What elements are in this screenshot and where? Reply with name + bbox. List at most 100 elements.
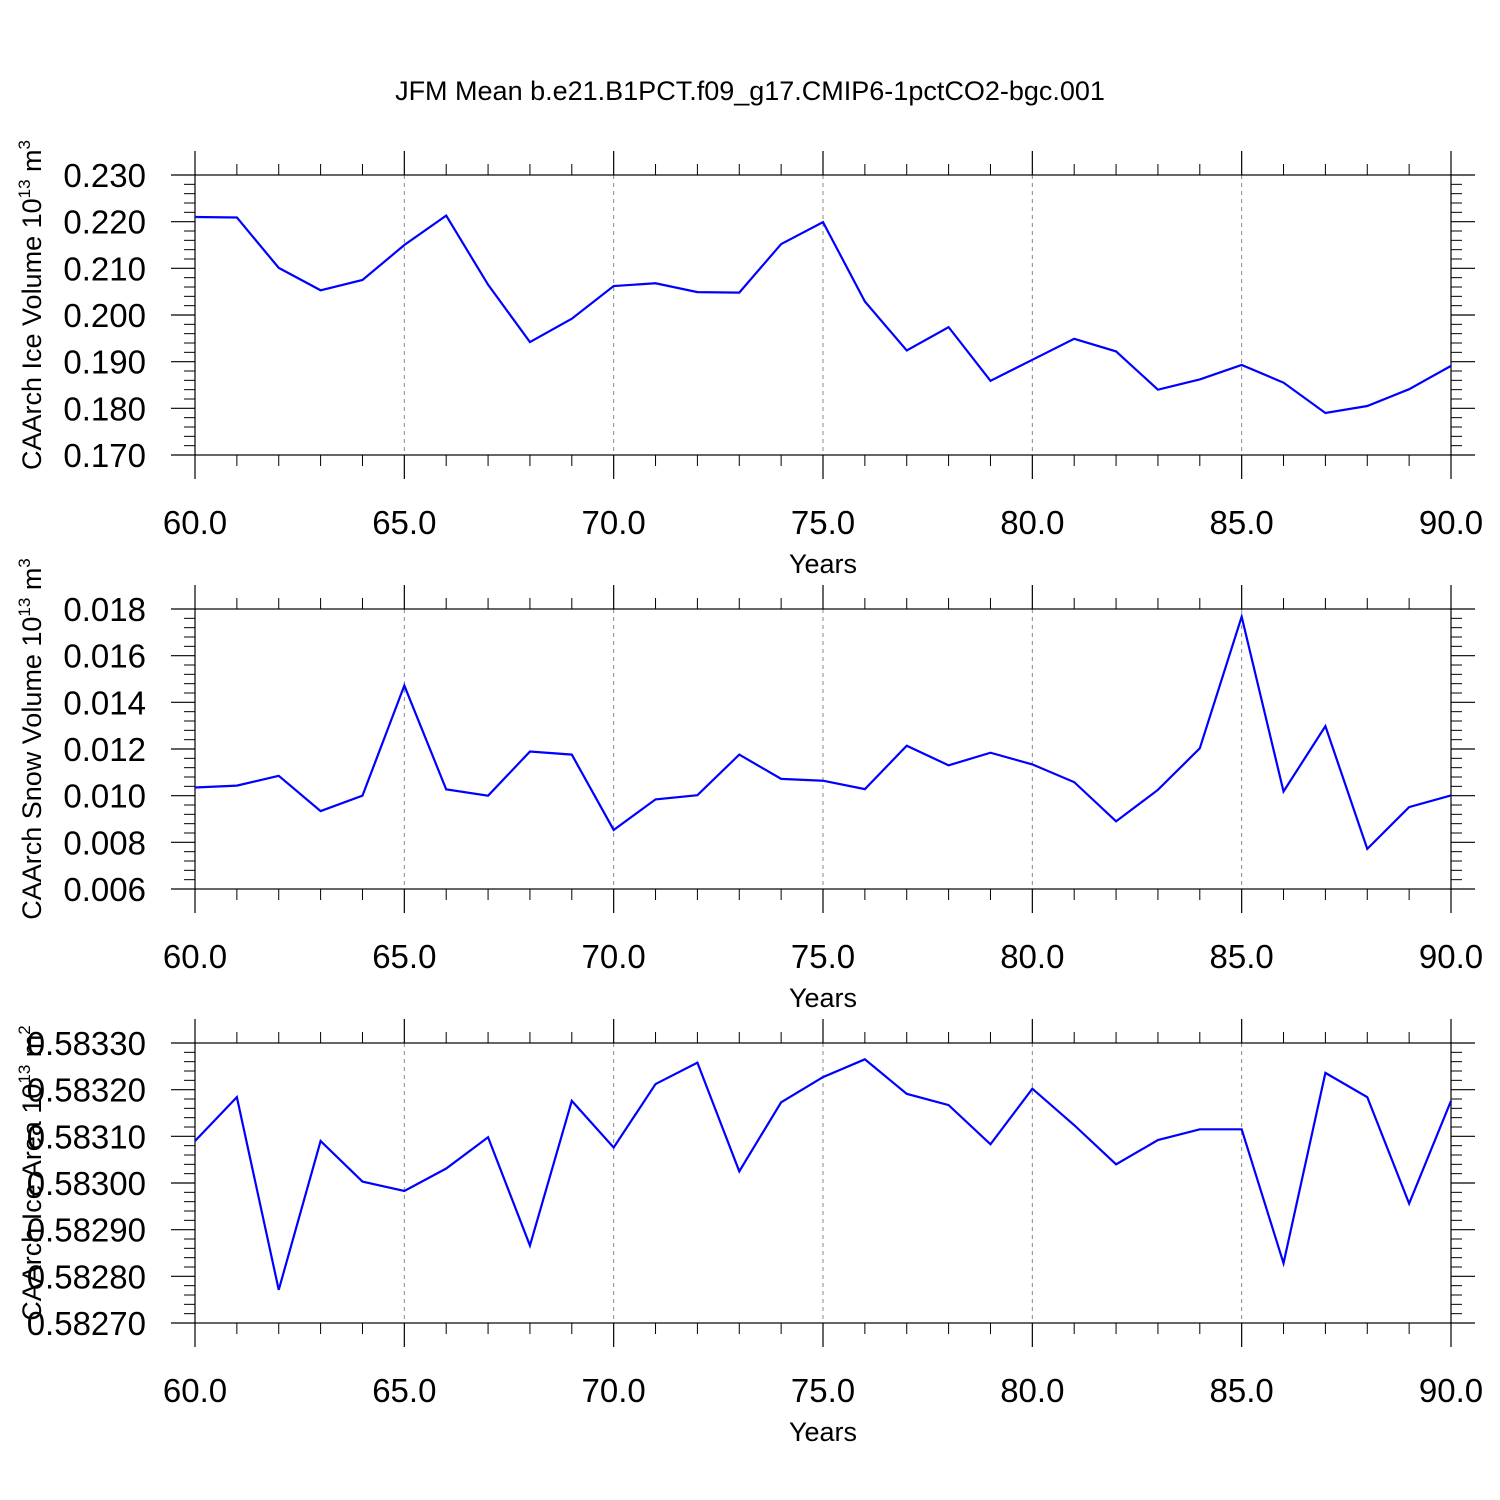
y-axis-label-text: CAArch Snow Volume 10 bbox=[17, 617, 47, 920]
y-tick-label: 0.008 bbox=[63, 824, 146, 861]
data-point bbox=[906, 1093, 908, 1095]
y-axis-label-unit: m bbox=[17, 1035, 47, 1065]
data-point bbox=[696, 291, 698, 293]
data-point bbox=[403, 1190, 405, 1192]
y-axis-label: CAArch Ice Volume 1013 m3 bbox=[15, 140, 47, 470]
data-point bbox=[571, 754, 573, 756]
data-point bbox=[1450, 794, 1452, 796]
x-tick-label: 75.0 bbox=[791, 504, 855, 541]
y-tick-label: 0.016 bbox=[63, 638, 146, 675]
data-point bbox=[1115, 820, 1117, 822]
data-point bbox=[529, 1245, 531, 1247]
data-point bbox=[989, 752, 991, 754]
data-point bbox=[1283, 790, 1285, 792]
y-axis-label: CAArch Snow Volume 1013 m3 bbox=[15, 558, 47, 920]
x-tick-label: 80.0 bbox=[1000, 1372, 1064, 1409]
data-point bbox=[1408, 1203, 1410, 1205]
data-point bbox=[487, 795, 489, 797]
data-point bbox=[655, 798, 657, 800]
y-tick-label: 0.180 bbox=[63, 390, 146, 427]
data-point bbox=[989, 380, 991, 382]
data-point bbox=[1031, 359, 1033, 361]
y-tick-label: 0.190 bbox=[63, 344, 146, 381]
data-point bbox=[403, 244, 405, 246]
data-point bbox=[780, 1101, 782, 1103]
panel-2: 60.0 65.0 70.0 75.0 80.0 85.0 90.0 0.006 0.008 0.… bbox=[15, 558, 1483, 1013]
data-point bbox=[236, 1096, 238, 1098]
data-point bbox=[194, 216, 196, 218]
data-point bbox=[194, 787, 196, 789]
y-tick-label: 0.018 bbox=[63, 591, 146, 628]
series-line bbox=[194, 1058, 1453, 1291]
data-point bbox=[1157, 389, 1159, 391]
data-point bbox=[1199, 378, 1201, 380]
x-tick-label: 90.0 bbox=[1419, 1372, 1483, 1409]
data-point bbox=[487, 1136, 489, 1138]
y-axis-label-exponent: 2 bbox=[15, 1025, 34, 1034]
x-tick-label: 60.0 bbox=[163, 1372, 227, 1409]
data-point bbox=[1450, 1100, 1452, 1102]
data-point bbox=[445, 1168, 447, 1170]
x-tick-label: 65.0 bbox=[372, 504, 436, 541]
data-point bbox=[864, 1058, 866, 1060]
data-point bbox=[1408, 806, 1410, 808]
data-point bbox=[738, 754, 740, 756]
data-point bbox=[948, 1104, 950, 1106]
data-point bbox=[320, 1140, 322, 1142]
data-point bbox=[864, 788, 866, 790]
data-point bbox=[1031, 763, 1033, 765]
y-tick-label: 0.58330 bbox=[27, 1025, 146, 1062]
y-axis-label-exponent: 3 bbox=[15, 140, 34, 149]
y-tick-label: 0.58310 bbox=[27, 1118, 146, 1155]
series-line bbox=[194, 214, 1452, 415]
data-point bbox=[571, 1100, 573, 1102]
x-tick-label: 85.0 bbox=[1210, 1372, 1274, 1409]
x-axis-label: Years bbox=[789, 549, 857, 579]
data-point bbox=[1241, 364, 1243, 366]
data-point bbox=[1324, 1072, 1326, 1074]
x-tick-label: 65.0 bbox=[372, 938, 436, 975]
data-point bbox=[320, 810, 322, 812]
y-axis-label-text: CAArch Ice Area 10 bbox=[17, 1084, 47, 1321]
data-point bbox=[1241, 616, 1243, 618]
data-point bbox=[1283, 382, 1285, 384]
y-tick-label: 0.014 bbox=[63, 684, 146, 721]
y-axis-label-unit: m bbox=[17, 149, 47, 179]
panel-1: 60.0 65.0 70.0 75.0 80.0 85.0 90.0 0.170 0.180 0.… bbox=[15, 140, 1483, 579]
data-point bbox=[1031, 1088, 1033, 1090]
y-tick-label: 0.58290 bbox=[27, 1212, 146, 1249]
data-point bbox=[655, 282, 657, 284]
data-point bbox=[1241, 1128, 1243, 1130]
data-point bbox=[1199, 747, 1201, 749]
data-point bbox=[613, 1147, 615, 1149]
data-point bbox=[1073, 338, 1075, 340]
y-axis-label-exponent: 13 bbox=[15, 179, 34, 198]
x-tick-label: 85.0 bbox=[1210, 938, 1274, 975]
data-point bbox=[1324, 725, 1326, 727]
data-point bbox=[989, 1143, 991, 1145]
y-tick-label: 0.230 bbox=[63, 157, 146, 194]
data-point bbox=[613, 829, 615, 831]
data-point bbox=[194, 1140, 196, 1142]
y-axis-label: CAArch Ice Area 1013 m2 bbox=[15, 1025, 47, 1321]
data-point bbox=[571, 318, 573, 320]
x-tick-label: 70.0 bbox=[582, 1372, 646, 1409]
y-tick-label: 0.58270 bbox=[27, 1305, 146, 1342]
data-point bbox=[1366, 405, 1368, 407]
y-tick-label: 0.010 bbox=[63, 778, 146, 815]
chart-title: JFM Mean b.e21.B1PCT.f09_g17.CMIP6-1pctC… bbox=[395, 76, 1105, 106]
data-point bbox=[655, 1083, 657, 1085]
data-point bbox=[613, 285, 615, 287]
data-point bbox=[1199, 1128, 1201, 1130]
data-point bbox=[236, 785, 238, 787]
x-axis-label: Years bbox=[789, 983, 857, 1013]
data-point bbox=[278, 1289, 280, 1291]
data-point bbox=[1115, 1163, 1117, 1165]
data-point bbox=[864, 300, 866, 302]
data-point bbox=[1450, 365, 1452, 367]
x-tick-label: 60.0 bbox=[163, 938, 227, 975]
x-tick-label: 80.0 bbox=[1000, 504, 1064, 541]
y-tick-label: 0.58300 bbox=[27, 1165, 146, 1202]
data-point bbox=[487, 284, 489, 286]
